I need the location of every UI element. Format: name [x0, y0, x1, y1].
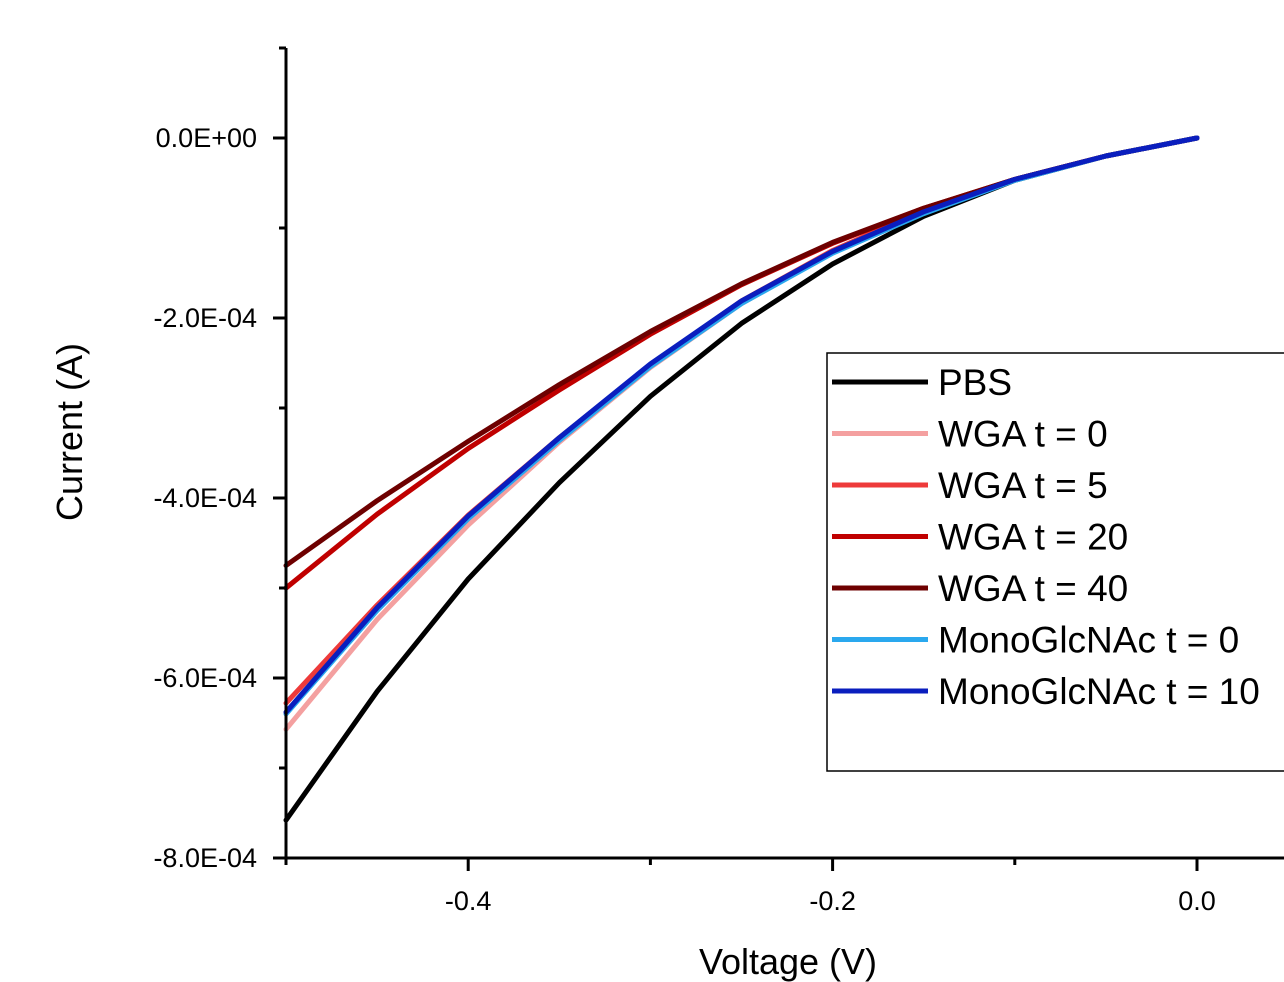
axes: 0.0E+00 -2.0E-04 -4.0E-04 -6.0E-04 -8.0E-04 -…: [153, 46, 1284, 916]
y-tick-label: -2.0E-04: [153, 303, 257, 333]
y-tick-label: -6.0E-04: [153, 663, 257, 693]
x-tick-label: -0.2: [809, 886, 856, 916]
x-tick-label: -0.4: [445, 886, 492, 916]
series-line-7: [283, 135, 1200, 715]
legend-label-3: WGA t = 5: [938, 465, 1108, 506]
plot-lines: [283, 135, 1200, 823]
legend-label-7: MonoGlcNAc t = 10: [938, 671, 1260, 712]
legend-label-5: WGA t = 40: [938, 568, 1128, 609]
y-tick-label: 0.0E+00: [156, 123, 257, 153]
legend: PBS WGA t = 0 WGA t = 5 WGA t = 20 WGA t = 4…: [826, 352, 1284, 772]
legend-label-2: WGA t = 0: [938, 414, 1108, 455]
legend-label-1: PBS: [938, 362, 1012, 403]
y-tick-label: -8.0E-04: [153, 843, 257, 873]
x-tick-label: 0.0: [1178, 886, 1216, 916]
x-axis-title: Voltage (V): [699, 941, 877, 982]
legend-box: [826, 352, 1284, 772]
y-tick-label: -4.0E-04: [153, 483, 257, 513]
legend-label-4: WGA t = 20: [938, 517, 1128, 558]
legend-label-6: MonoGlcNAc t = 0: [938, 620, 1239, 661]
y-axis-title: Current (A): [49, 343, 90, 521]
